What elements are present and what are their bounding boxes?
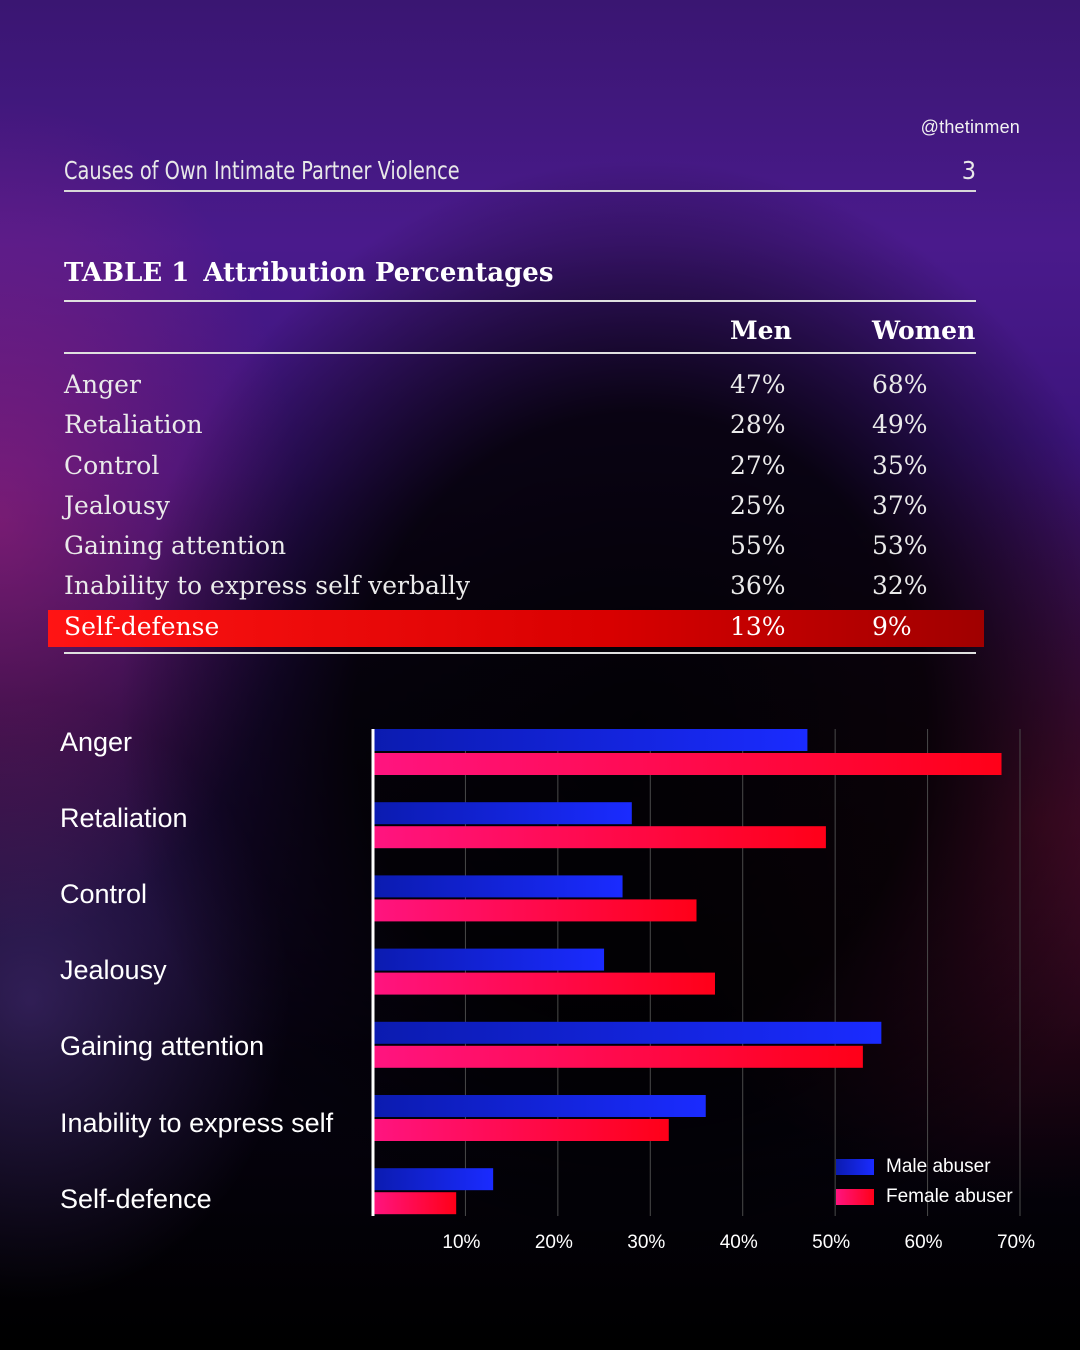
attribution-table: TABLE 1 Attribution Percentages Men Women… [48, 258, 984, 655]
table-body: Anger 47% 68% Retaliation 28% 49% Control 27% 35… [48, 354, 984, 648]
social-handle: @thetinmen [920, 117, 1020, 137]
row-men-value: 36% [730, 571, 786, 601]
document-header: Causes of Own Intimate Partner Violence … [64, 156, 976, 192]
table-top-rule [64, 300, 976, 302]
category-label: Jealousy [60, 955, 167, 986]
table-row: Gaining attention 55% 53% [64, 527, 976, 567]
x-tick-label: 10% [442, 1232, 480, 1253]
row-women-value: 68% [872, 370, 928, 399]
row-men-value: 13% [730, 611, 786, 641]
bar-female-anger [373, 753, 1002, 775]
row-cause: Anger [64, 370, 141, 399]
bar-male-retaliation [373, 802, 632, 825]
header-title: Causes of Own Intimate Partner Violence [64, 156, 460, 185]
row-men-value: 55% [730, 531, 786, 561]
x-tick-label: 20% [535, 1232, 573, 1253]
table-row: Inability to express self verbally 36% 32% [64, 567, 976, 607]
bar-male-jealousy [373, 948, 605, 971]
row-women-value: 32% [872, 571, 928, 601]
x-tick-label: 50% [812, 1232, 850, 1253]
row-women-value: 49% [872, 410, 928, 440]
bar-female-self-defence [373, 1192, 457, 1215]
category-label: Retaliation [60, 803, 188, 834]
bar-male-control [373, 875, 623, 898]
bar-male-inability-to-express-self [373, 1095, 706, 1117]
legend-swatch-female [836, 1189, 874, 1205]
x-tick-label: 40% [720, 1232, 758, 1253]
bar-male-anger [373, 729, 808, 751]
row-men-value: 47% [730, 370, 786, 399]
x-tick-label: 60% [905, 1232, 943, 1253]
legend-swatch-male [836, 1159, 874, 1175]
table-row: Control 27% 35% [64, 447, 976, 487]
legend-label-male: Male abuser [886, 1156, 991, 1177]
bar-female-gaining-attention [373, 1045, 863, 1068]
category-label: Gaining attention [60, 1031, 265, 1062]
category-label: Control [60, 879, 148, 910]
legend-label-female: Female abuser [886, 1186, 1013, 1207]
row-cause: Control [64, 450, 160, 480]
row-men-value: 27% [730, 450, 786, 480]
bar-female-control [373, 899, 697, 922]
table-row: Self-defense 13% 9% [48, 608, 984, 648]
category-label: Anger [60, 727, 133, 757]
row-men-value: 25% [730, 490, 786, 520]
bar-female-inability-to-express-self [373, 1119, 669, 1141]
bar-female-jealousy [373, 972, 715, 995]
table-bottom-rule [64, 652, 976, 655]
column-women: Women [872, 316, 976, 345]
table-caption: Attribution Percentages [203, 258, 554, 288]
table-row: Jealousy 25% 37% [64, 487, 976, 527]
row-cause: Self-defense [64, 611, 220, 641]
table-row: Retaliation 28% 49% [64, 406, 976, 446]
table-row: Anger 47% 68% [64, 366, 976, 406]
row-cause: Inability to express self verbally [64, 571, 470, 601]
category-label: Inability to express self [60, 1107, 334, 1138]
row-women-value: 9% [872, 611, 912, 641]
column-men: Men [730, 316, 792, 345]
table-column-header: Men Women [64, 302, 976, 352]
table-header-rule [64, 352, 976, 354]
bar-male-gaining-attention [373, 1021, 882, 1044]
row-men-value: 28% [730, 410, 786, 440]
page-number: 3 [961, 156, 976, 185]
bar-male-self-defence [373, 1168, 494, 1191]
bar-female-retaliation [373, 826, 826, 849]
row-cause: Jealousy [64, 490, 170, 520]
row-cause: Retaliation [64, 410, 203, 440]
table-label: TABLE 1 [64, 258, 190, 288]
x-tick-label: 70% [997, 1232, 1035, 1253]
row-women-value: 53% [872, 531, 928, 561]
row-women-value: 35% [872, 450, 928, 480]
row-cause: Gaining attention [64, 531, 287, 561]
row-women-value: 37% [872, 490, 928, 520]
category-label: Self-defence [60, 1183, 212, 1214]
bar-chart: 10% 20% 30% 40% 50% 60% 70% [371, 729, 1035, 1253]
table-title: TABLE 1 Attribution Percentages [64, 258, 976, 300]
x-tick-label: 30% [627, 1232, 665, 1253]
